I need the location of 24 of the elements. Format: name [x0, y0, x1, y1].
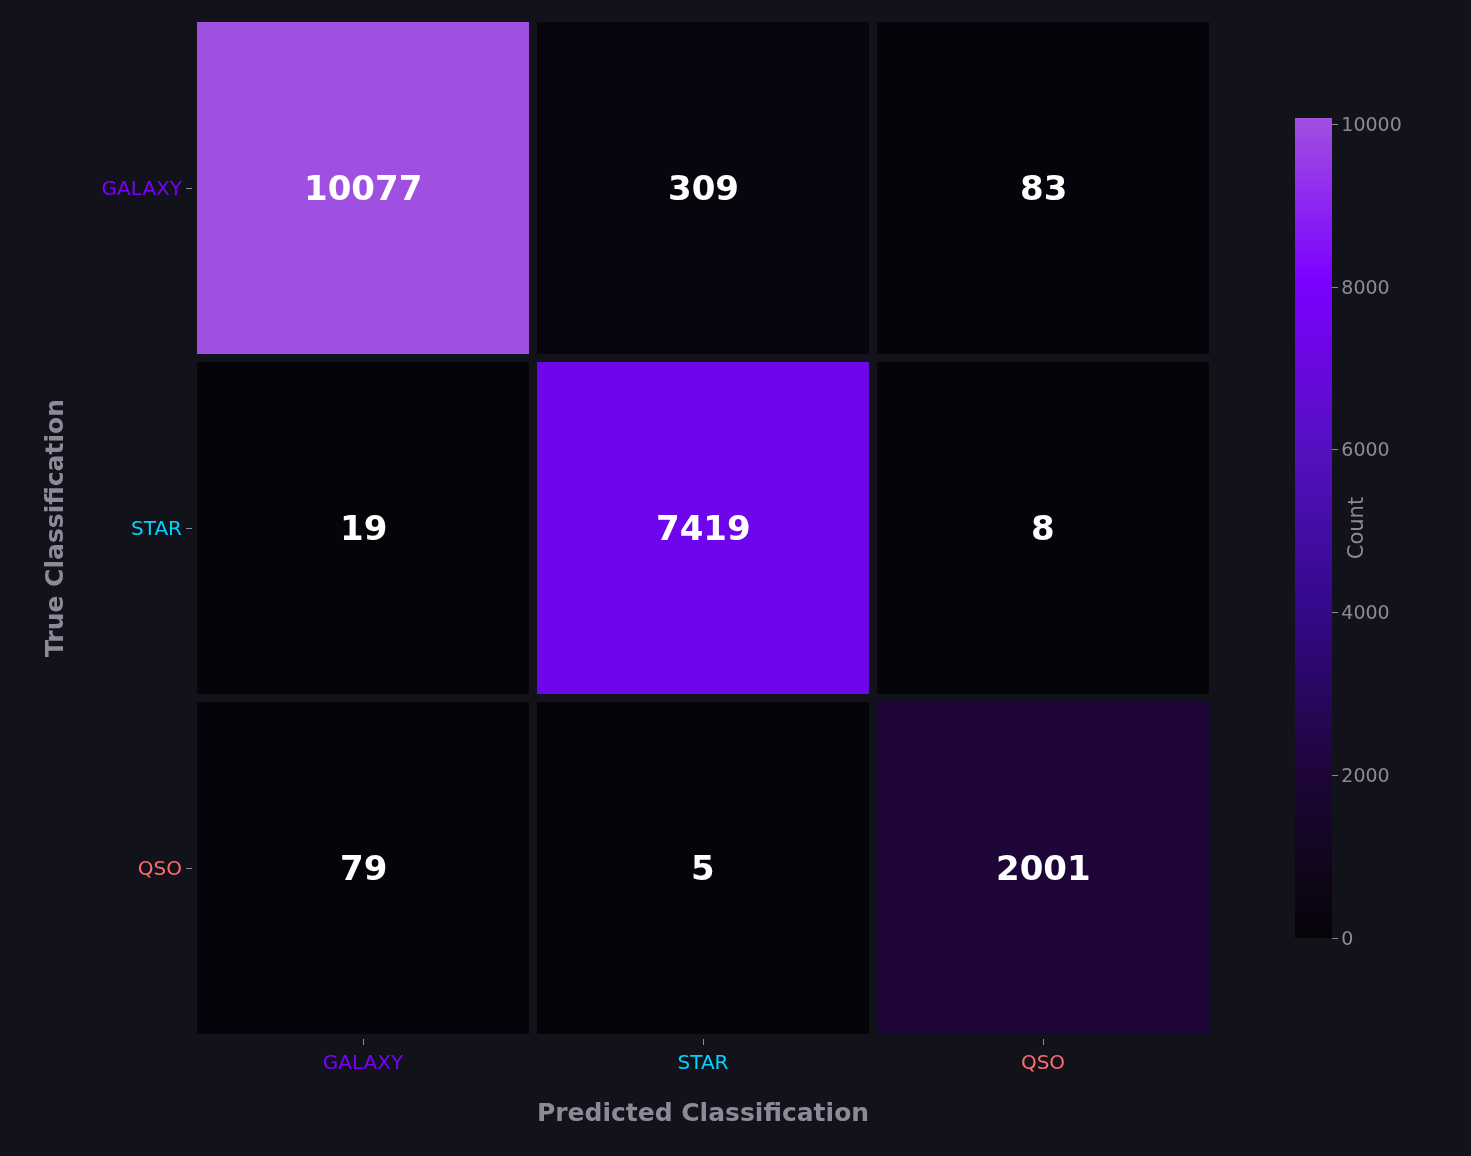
- data-label: 7419: [656, 508, 751, 548]
- color-bar-label: 4000: [1341, 601, 1390, 624]
- x-tick-label: QSO: [1020, 1050, 1066, 1074]
- data-label: 79: [340, 848, 388, 888]
- data-label: 309: [668, 168, 739, 208]
- x-tick-label: GALAXY: [322, 1050, 404, 1074]
- data-label: 83: [1020, 168, 1068, 208]
- x-tick-label: STAR: [677, 1050, 729, 1074]
- x-axis-title: Predicted Classification: [536, 1098, 870, 1127]
- data-label: 2001: [996, 848, 1091, 888]
- data-label: 5: [691, 848, 715, 888]
- color-bar-label: 0: [1341, 926, 1354, 949]
- y-tick-label: STAR: [131, 516, 183, 540]
- color-bar-label: 2000: [1341, 763, 1390, 786]
- data-label: 8: [1031, 508, 1055, 548]
- color-bar-label: 6000: [1341, 438, 1390, 461]
- color-bar-label: 8000: [1341, 275, 1390, 298]
- data-label: 10077: [304, 168, 423, 208]
- y-tick-label: GALAXY: [101, 176, 183, 200]
- y-axis-title: True Classification: [40, 399, 70, 657]
- data-label: 19: [340, 508, 388, 548]
- color-bar-label: 10000: [1341, 112, 1402, 135]
- y-tick-label: QSO: [137, 856, 182, 880]
- color-bar-title: Count: [1344, 496, 1369, 560]
